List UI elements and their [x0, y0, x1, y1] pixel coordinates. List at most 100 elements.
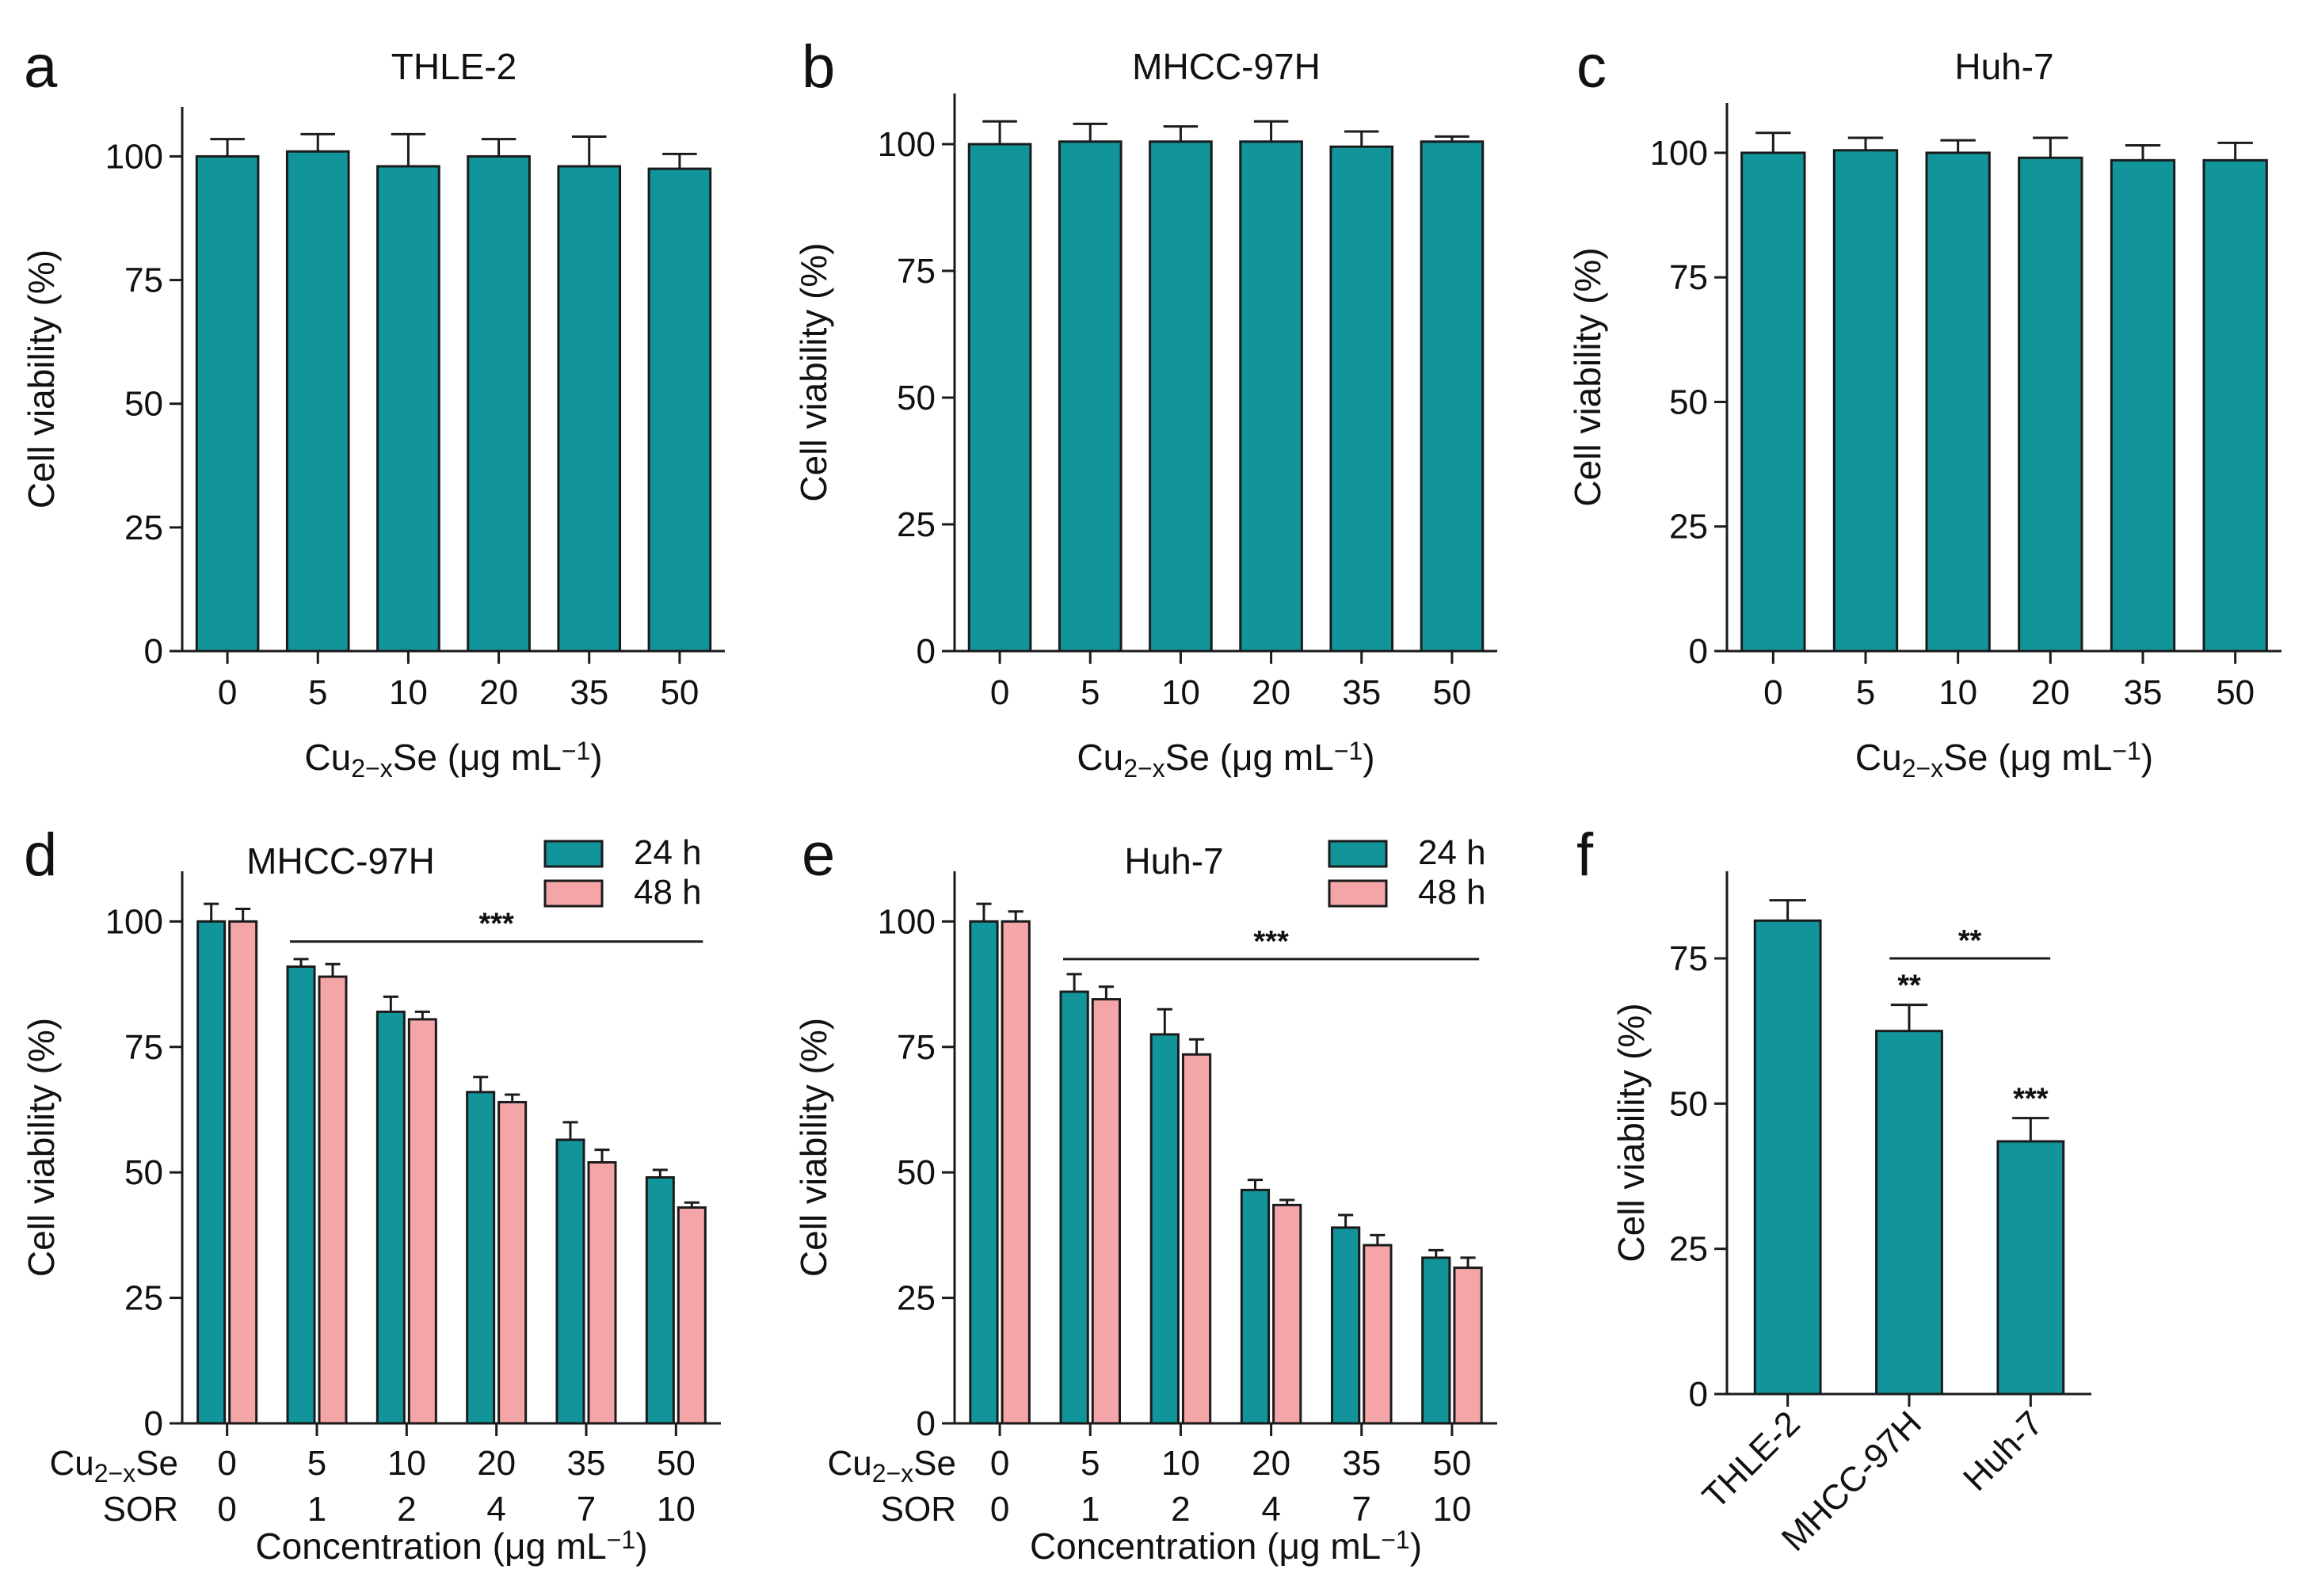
- y-tick-label: 50: [897, 379, 936, 417]
- x-tick-label: 20: [477, 1444, 516, 1483]
- significance-mark: ***: [478, 908, 514, 941]
- y-tick-label: 0: [917, 632, 936, 671]
- x-axis-label-part: −1: [1334, 737, 1363, 765]
- bar-viability: [376, 165, 440, 653]
- bar-48-h: [1453, 1267, 1483, 1425]
- x-tick-label: 10: [1161, 1444, 1200, 1483]
- y-axis-label: Cell viability (%): [21, 249, 62, 509]
- x-tick-label: 20: [2031, 673, 2070, 712]
- bar-24-h: [969, 920, 999, 1425]
- x-tick-label: 0: [1763, 673, 1782, 712]
- x-tick-label: 10: [387, 1444, 426, 1483]
- row-label-part: 2−x: [872, 1459, 913, 1487]
- row-label: SOR: [103, 1490, 178, 1529]
- y-tick-label: 75: [1669, 258, 1708, 297]
- x-axis-label: Concentration (μg mL−1): [255, 1526, 647, 1567]
- x-tick-label: 35: [1342, 673, 1381, 712]
- chart-title: Huh-7: [1124, 840, 1223, 882]
- panel-letter: b: [802, 33, 835, 101]
- x-tick-label: 10: [1161, 673, 1200, 712]
- y-tick-label: 0: [1689, 632, 1708, 671]
- bar-viability: [1875, 1030, 1943, 1396]
- x-tick-label: 50: [660, 673, 699, 712]
- bar-24-h: [375, 1010, 406, 1425]
- x-tick-label: 35: [567, 1444, 606, 1483]
- bar-viability: [1996, 1140, 2065, 1396]
- y-tick-label: 50: [1669, 383, 1708, 421]
- y-tick-label: 50: [124, 1153, 163, 1192]
- panel-letter: a: [24, 33, 58, 101]
- y-tick-label: 0: [144, 1404, 163, 1443]
- x-tick-label: Huh-7: [1956, 1404, 2050, 1498]
- x-tick-label: 20: [1252, 1444, 1290, 1483]
- x-axis-label-part: Cu: [1855, 737, 1902, 778]
- bar-viability: [557, 165, 622, 653]
- bar-48-h: [1272, 1203, 1302, 1425]
- x-axis-label: Cu2−xSe (μg mL−1): [1855, 737, 2153, 783]
- x-tick-label: 5: [308, 673, 327, 712]
- row-label-part: 2−x: [94, 1459, 135, 1487]
- legend-label: 48 h: [1418, 873, 1486, 912]
- legend-swatch-24-h: [543, 840, 604, 868]
- bar-viability: [1329, 145, 1394, 653]
- x-tick-label: 35: [570, 673, 608, 712]
- panel-letter: d: [24, 821, 57, 889]
- y-tick-label: 100: [878, 125, 936, 164]
- panel-letter: f: [1576, 821, 1594, 889]
- y-axis-label: Cell viability (%): [793, 1018, 834, 1277]
- bar-48-h: [1363, 1244, 1393, 1425]
- bar-viability: [285, 150, 350, 653]
- y-axis-label: Cell viability (%): [1567, 247, 1608, 506]
- y-tick-label: 75: [897, 252, 936, 291]
- x-axis-label-part: Cu: [304, 737, 351, 778]
- row-label-part: Cu: [827, 1444, 871, 1483]
- row-label-part: Se: [135, 1444, 178, 1483]
- y-tick-label: 0: [144, 632, 163, 671]
- bar-viability: [1420, 140, 1485, 653]
- x-tick-label: 50: [657, 1444, 696, 1483]
- x-tick-label: 10: [657, 1490, 696, 1529]
- x-tick-label: 0: [217, 1444, 236, 1483]
- x-tick-label: 1: [1081, 1490, 1100, 1529]
- x-axis-label-part: Concentration (μg mL: [255, 1526, 606, 1567]
- legend-label: 24 h: [634, 833, 702, 872]
- x-axis-label-part: 2−x: [1902, 754, 1943, 783]
- y-tick-label: 75: [124, 1028, 163, 1067]
- y-axis-label: Cell viability (%): [1611, 1003, 1652, 1262]
- bar-48-h: [497, 1100, 528, 1425]
- y-axis-label: Cell viability (%): [21, 1018, 62, 1277]
- bar-viability: [2018, 156, 2083, 653]
- row-label: Cu2−xSe: [827, 1444, 956, 1487]
- significance-mark: **: [1958, 924, 1982, 958]
- y-tick-label: 25: [1669, 508, 1708, 547]
- x-axis-label-part: ): [1410, 1526, 1422, 1567]
- y-tick-label: 100: [105, 902, 163, 941]
- bar-viability: [1740, 151, 1806, 653]
- x-axis-label-part: ): [1363, 737, 1374, 778]
- bar-viability: [1753, 919, 1822, 1396]
- panel-b-cytotoxicity-mhcc97h: b MHCC-97H 0 25 50 75 100 Cell viability (%) 0 5 1…: [793, 33, 1497, 783]
- x-tick-label: 10: [1938, 673, 1977, 712]
- bar-48-h: [587, 1161, 617, 1425]
- bar-viability: [195, 154, 260, 653]
- x-tick-label: 10: [1432, 1490, 1471, 1529]
- x-tick-label: 50: [1432, 673, 1471, 712]
- y-tick-label: 0: [917, 1404, 936, 1443]
- y-tick-label: 25: [897, 505, 936, 544]
- x-axis-label-part: −1: [607, 1526, 635, 1554]
- x-tick-label: 0: [990, 1444, 1009, 1483]
- y-tick-label: 75: [124, 261, 163, 300]
- y-tick-label: 100: [105, 137, 163, 176]
- x-axis-label-part: 2−x: [351, 754, 392, 783]
- chart-title: THLE-2: [391, 46, 517, 87]
- y-tick-label: 50: [124, 385, 163, 424]
- bar-viability: [967, 143, 1032, 653]
- bar-24-h: [1421, 1256, 1451, 1425]
- x-axis-label: Concentration (μg mL−1): [1030, 1526, 1422, 1567]
- x-axis-label: Cu2−xSe (μg mL−1): [304, 737, 602, 783]
- bar-24-h: [555, 1138, 585, 1425]
- y-axis-label: Cell viability (%): [793, 242, 834, 501]
